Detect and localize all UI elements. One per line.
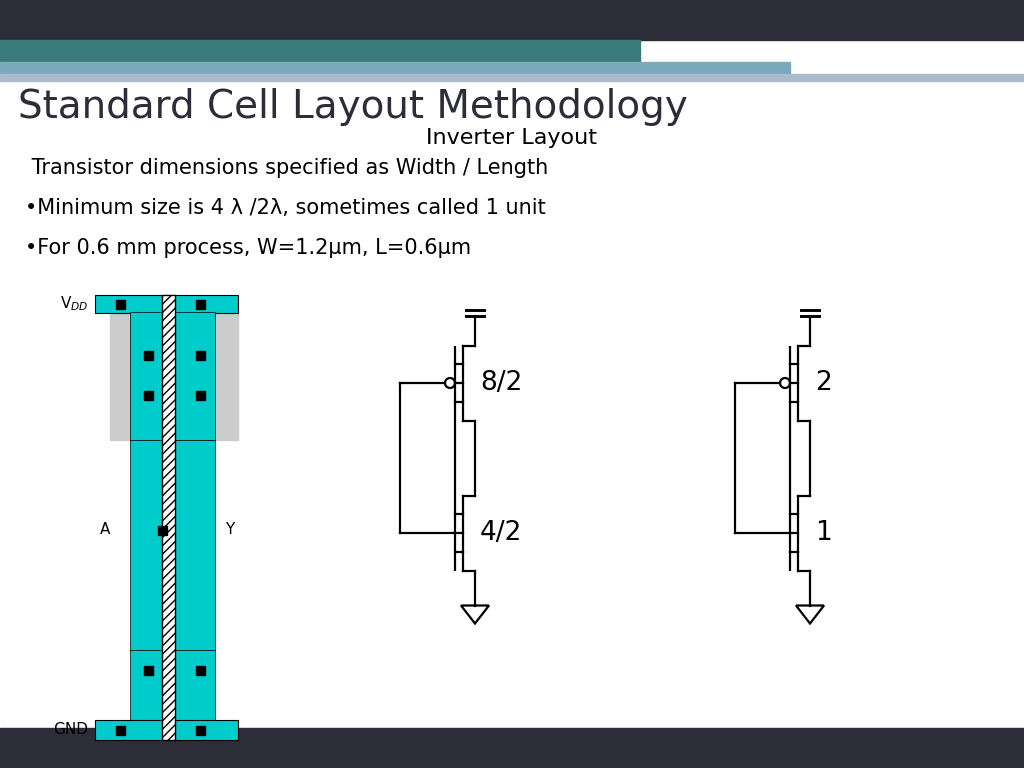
Bar — [0, 74, 1024, 81]
Bar — [196, 300, 205, 309]
Text: Standard Cell Layout Methodology: Standard Cell Layout Methodology — [18, 88, 688, 126]
Text: V$_{DD}$: V$_{DD}$ — [59, 295, 88, 313]
Bar — [158, 525, 167, 535]
Text: Transistor dimensions specified as Width / Length: Transistor dimensions specified as Width… — [25, 158, 548, 178]
Bar — [130, 650, 215, 720]
Bar — [196, 350, 205, 359]
Text: 4/2: 4/2 — [480, 520, 522, 546]
Bar — [110, 312, 238, 440]
Bar — [143, 666, 153, 674]
Text: Y: Y — [225, 522, 234, 538]
Bar — [130, 312, 215, 440]
Bar — [116, 726, 125, 734]
Bar — [116, 300, 125, 309]
Text: 2: 2 — [815, 370, 831, 396]
Bar — [0, 0, 1024, 40]
Text: 1: 1 — [815, 520, 831, 546]
Text: Inverter Layout: Inverter Layout — [427, 128, 597, 148]
Text: A: A — [99, 522, 110, 538]
Bar — [0, 40, 640, 62]
Bar — [143, 350, 153, 359]
Bar — [196, 726, 205, 734]
Bar — [162, 295, 175, 740]
Text: GND: GND — [53, 723, 88, 737]
Bar — [130, 440, 215, 650]
Bar — [0, 62, 790, 74]
Text: 8/2: 8/2 — [480, 370, 522, 396]
Bar — [0, 728, 1024, 768]
Bar — [95, 295, 238, 313]
Bar — [196, 390, 205, 399]
Text: •For 0.6 mm process, W=1.2μm, L=0.6μm: •For 0.6 mm process, W=1.2μm, L=0.6μm — [25, 238, 471, 258]
Bar — [95, 720, 238, 740]
Text: •Minimum size is 4 λ /2λ, sometimes called 1 unit: •Minimum size is 4 λ /2λ, sometimes call… — [25, 198, 546, 218]
Bar — [196, 666, 205, 674]
Bar — [143, 390, 153, 399]
